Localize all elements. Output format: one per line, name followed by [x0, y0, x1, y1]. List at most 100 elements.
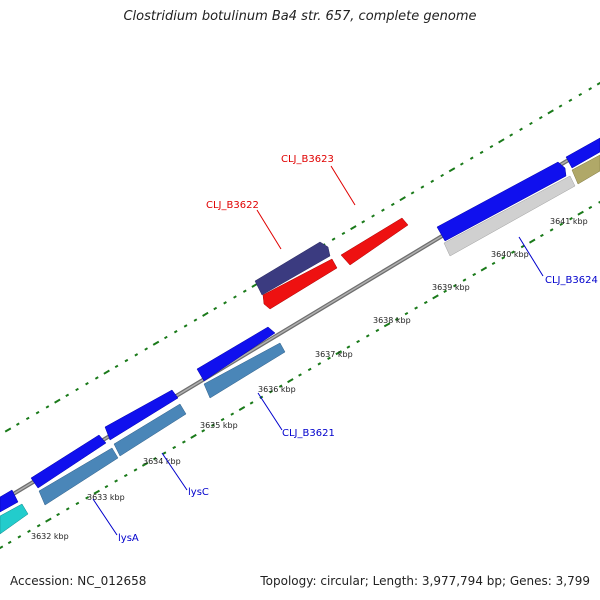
gene-label-clj-b3621: CLJ_B3621: [282, 428, 335, 439]
scale-tick: [183, 324, 188, 328]
feature-cyan-cds[interactable]: [0, 503, 29, 535]
scale-tick: [390, 202, 395, 207]
scale-tick: [36, 524, 41, 528]
scale-tick: [404, 311, 409, 316]
scale-tick: [443, 289, 448, 293]
scale-tick: [114, 364, 119, 369]
scale-tick: [15, 422, 20, 426]
feature-forward-cds-3642[interactable]: [565, 137, 600, 169]
scale-tick: [182, 440, 186, 444]
feature-forward-cds-3634[interactable]: [104, 389, 179, 441]
gene-label-clj-b3622: CLJ_B3622: [206, 200, 259, 211]
scale-tick: [163, 335, 168, 340]
scale-tick: [491, 261, 496, 266]
scale-tick: [469, 156, 474, 160]
scale-tick: [399, 196, 406, 202]
kbp-label: 3633 kbp: [87, 493, 125, 502]
scale-tick: [498, 138, 505, 144]
scale-tick: [54, 398, 61, 404]
feature-clj-b3622[interactable]: [254, 241, 331, 296]
scale-tick: [223, 301, 227, 305]
scale-tick: [17, 535, 22, 539]
scale-tick: [220, 417, 225, 422]
scale-tick: [124, 358, 129, 363]
scale-tick: [85, 382, 89, 386]
scale-tick: [45, 517, 52, 523]
scale-tick: [489, 144, 494, 149]
kbp-label: 3638 kbp: [373, 316, 411, 325]
kbp-label: 3632 kbp: [31, 532, 69, 541]
scale-tick: [114, 479, 118, 483]
scale-tick: [528, 238, 536, 244]
feature-forward-cds-3636[interactable]: [196, 326, 276, 382]
feature-lysc[interactable]: [113, 403, 187, 457]
scale-tick: [45, 405, 50, 409]
scale-tick: [287, 378, 294, 384]
feature-clj-b3621[interactable]: [203, 342, 286, 399]
scale-tick: [420, 185, 425, 189]
scale-tick: [75, 501, 80, 506]
scale-tick: [298, 373, 302, 377]
scale-tick: [238, 406, 246, 411]
scale-tick: [414, 306, 418, 310]
gene-label-clj-b3623: CLJ_B3623: [281, 154, 334, 165]
feature-forward-cds-3631[interactable]: [0, 489, 19, 513]
scale-tick: [144, 347, 149, 351]
scale-tick: [596, 81, 600, 86]
scale-tick: [56, 512, 60, 517]
scale-tick: [230, 412, 235, 416]
scale-tick: [202, 311, 209, 317]
accession-text: Accession: NC_012658: [10, 574, 147, 588]
scale-tick: [423, 300, 428, 305]
scale-tick: [269, 390, 273, 394]
scale-tick: [511, 250, 515, 254]
scale-tick: [103, 369, 110, 375]
gene-label-lysa: lysA: [118, 533, 139, 544]
scale-tick: [133, 468, 138, 472]
feature-lysa[interactable]: [38, 447, 119, 506]
feature-olive-cds[interactable]: [571, 154, 600, 185]
scale-tick: [480, 266, 488, 272]
feature-red-reverse-3638[interactable]: [262, 258, 338, 310]
scale-tick: [519, 127, 523, 131]
kbp-label: 3634 kbp: [143, 457, 181, 466]
feature-clj-b3623[interactable]: [340, 217, 409, 266]
feature-forward-cds-3640[interactable]: [436, 161, 567, 242]
scale-tick: [452, 284, 457, 288]
scale-tick: [361, 220, 366, 224]
reverse-strand-features: [0, 154, 600, 535]
map-title: Clostridium botulinum Ba4 str. 657, comp…: [123, 9, 477, 24]
scale-tick: [193, 318, 198, 322]
kbp-label: 3635 kbp: [200, 421, 238, 430]
scale-tick: [278, 384, 283, 388]
scale-tick: [249, 401, 254, 405]
scale-tick: [371, 214, 375, 218]
gene-label-lysc: lysC: [188, 487, 209, 498]
gene-label-leaders: [92, 165, 544, 536]
scale-tick: [65, 507, 70, 511]
scale-tick: [529, 121, 533, 126]
scale-tick: [7, 540, 12, 545]
scale-tick: [578, 92, 583, 97]
scale-tick: [75, 387, 79, 392]
feature-forward-cds-3633[interactable]: [30, 434, 107, 489]
scale-tick: [520, 244, 525, 249]
scale-tick: [462, 278, 467, 282]
kbp-label: 3637 kbp: [315, 350, 353, 359]
scale-tick: [331, 237, 336, 241]
scale-tick: [307, 367, 312, 372]
scale-tick: [65, 393, 70, 397]
feature-clj-b3624[interactable]: [443, 175, 576, 257]
gene-labels: CLJ_B3623 CLJ_B3622 CLJ_B3624 CLJ_B3621 …: [118, 154, 598, 544]
scale-tick: [479, 150, 484, 155]
scale-tick: [501, 256, 506, 260]
scale-tick: [233, 295, 237, 299]
scale-tick: [0, 545, 4, 550]
kbp-scale-labels: 3632 kbp 3633 kbp 3634 kbp 3635 kbp 3636…: [31, 217, 588, 541]
outer-tick-ring: [4, 81, 600, 433]
scale-tick: [558, 104, 563, 108]
scale-tick: [547, 109, 554, 115]
scale-tick: [341, 231, 346, 236]
scale-tick: [394, 317, 399, 321]
